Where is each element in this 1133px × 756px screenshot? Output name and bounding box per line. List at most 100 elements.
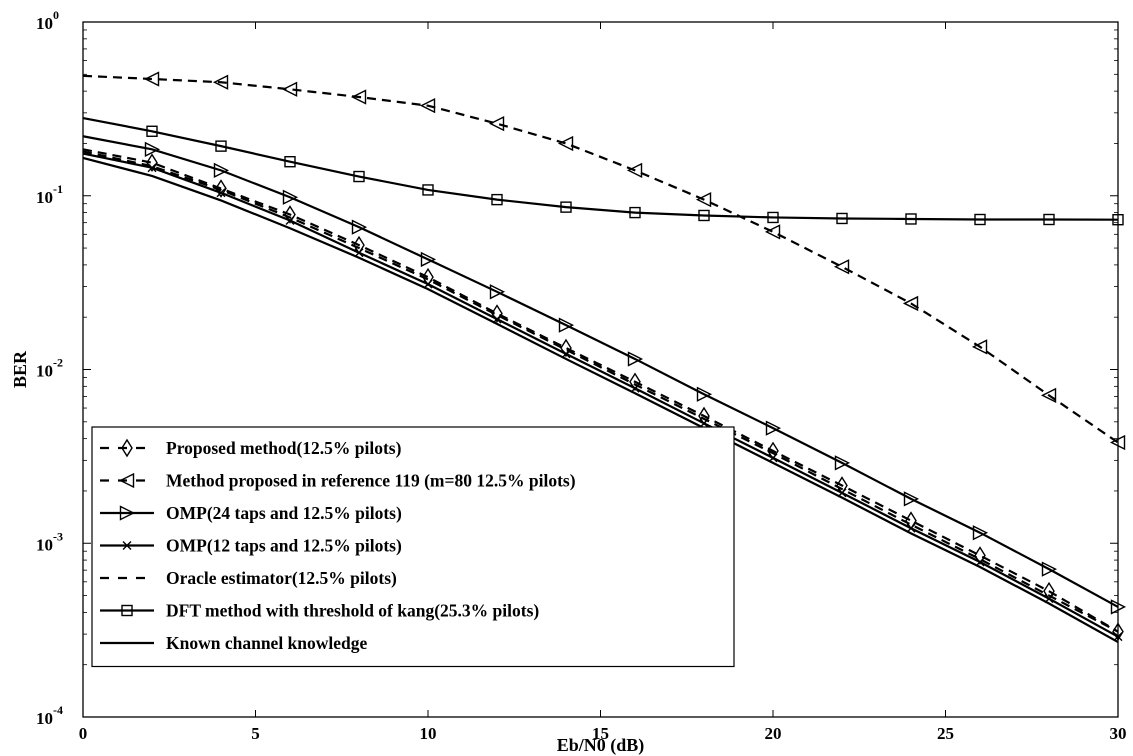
data-point	[213, 162, 230, 178]
legend-box	[91, 426, 735, 668]
data-point	[146, 125, 158, 137]
series-line	[82, 150, 1119, 633]
legend-label: OMP(12 taps and 12.5% pilots)	[166, 536, 402, 556]
x-tick-label: 0	[79, 724, 88, 743]
series-layer	[82, 71, 1127, 644]
series-4	[82, 150, 1119, 633]
data-point	[698, 209, 710, 222]
x-tick-label: 30	[1110, 724, 1127, 743]
data-point	[903, 491, 920, 507]
legend-entry: OMP(24 taps and 12.5% pilots)	[100, 503, 402, 523]
y-tick-label-base: 10	[36, 535, 53, 554]
legend-entry: OMP(12 taps and 12.5% pilots)	[100, 536, 402, 556]
data-point	[629, 372, 641, 392]
legend-label: Known channel knowledge	[166, 633, 368, 653]
y-tick-label-base: 10	[36, 188, 53, 207]
legend-entry: Proposed method(12.5% pilots)	[100, 438, 402, 458]
data-point	[350, 89, 367, 105]
series-line	[82, 74, 1119, 444]
legend-marker	[118, 472, 135, 489]
data-point	[489, 284, 506, 300]
data-point	[215, 140, 227, 152]
data-point	[836, 212, 848, 225]
data-point	[212, 74, 229, 90]
data-point	[971, 339, 988, 355]
series-line	[82, 152, 1119, 638]
data-point	[696, 386, 713, 402]
data-point	[902, 295, 919, 312]
data-point	[420, 251, 437, 268]
legend-entry: DFT method with threshold of kang(25.3% …	[100, 601, 539, 621]
y-tick-label-exp: -1	[53, 182, 63, 196]
data-point	[488, 116, 505, 132]
data-point	[1040, 387, 1057, 403]
data-point	[560, 201, 572, 213]
data-point	[284, 205, 296, 224]
series-line	[82, 156, 1119, 644]
data-point	[419, 98, 436, 114]
y-axis-title: BER	[10, 350, 30, 388]
data-point	[626, 162, 643, 178]
data-point	[143, 71, 160, 87]
series-line	[82, 135, 1119, 608]
y-tick-label-base: 10	[36, 14, 53, 33]
legend-marker	[122, 541, 132, 550]
y-tick-label-base: 10	[36, 709, 53, 728]
data-point	[974, 213, 986, 226]
data-point	[905, 213, 917, 225]
y-tick-label-exp: 0	[53, 8, 59, 22]
series-1	[82, 71, 1126, 451]
data-point	[1043, 213, 1055, 226]
x-tick-label: 20	[765, 724, 782, 743]
legend-marker	[119, 505, 136, 521]
data-point	[491, 304, 503, 323]
data-point	[285, 216, 295, 226]
data-point	[284, 156, 296, 168]
series-6	[82, 156, 1119, 644]
data-point	[351, 219, 368, 235]
data-point	[764, 224, 781, 240]
x-tick-label: 15	[592, 724, 609, 743]
legend-entry: Method proposed in reference 119 (m=80 1…	[100, 471, 576, 491]
legend-label: Method proposed in reference 119 (m=80 1…	[166, 471, 576, 491]
data-point	[972, 525, 989, 541]
x-axis-title: Eb/N0 (dB)	[557, 735, 645, 756]
data-point	[353, 170, 365, 183]
x-tick-label: 10	[420, 724, 437, 743]
data-point	[629, 206, 641, 219]
data-point	[560, 338, 572, 358]
data-point	[974, 546, 986, 565]
legend-label: Oracle estimator(12.5% pilots)	[166, 568, 397, 588]
data-point	[281, 81, 298, 97]
series-line	[82, 148, 1119, 633]
data-point	[558, 317, 575, 333]
legend-entry: Known channel knowledge	[100, 633, 368, 653]
legend-marker	[121, 438, 133, 458]
y-tick-label-base: 10	[36, 362, 53, 381]
data-point	[695, 191, 712, 208]
y-tick-label-exp: -2	[53, 356, 63, 370]
x-tick-label: 5	[251, 724, 260, 743]
data-point	[422, 184, 434, 196]
x-tick-label: 25	[937, 724, 954, 743]
legend: Proposed method(12.5% pilots) Method prop…	[91, 426, 735, 668]
y-tick-label-exp: -3	[53, 529, 63, 543]
data-point	[491, 193, 503, 206]
y-tick-label-exp: -4	[53, 703, 63, 717]
data-point	[767, 211, 779, 224]
data-point	[557, 135, 574, 152]
data-point	[834, 455, 851, 471]
data-point	[282, 189, 299, 205]
data-point	[1041, 561, 1058, 577]
data-point	[144, 141, 161, 157]
series-line	[82, 116, 1119, 221]
data-point	[146, 153, 158, 173]
legend-label: OMP(24 taps and 12.5% pilots)	[166, 503, 402, 523]
legend-entry: Oracle estimator(12.5% pilots)	[100, 568, 397, 588]
legend-label: Proposed method(12.5% pilots)	[166, 438, 402, 458]
data-point	[833, 259, 850, 275]
data-point	[627, 351, 644, 367]
legend-label: DFT method with threshold of kang(25.3% …	[166, 601, 539, 621]
